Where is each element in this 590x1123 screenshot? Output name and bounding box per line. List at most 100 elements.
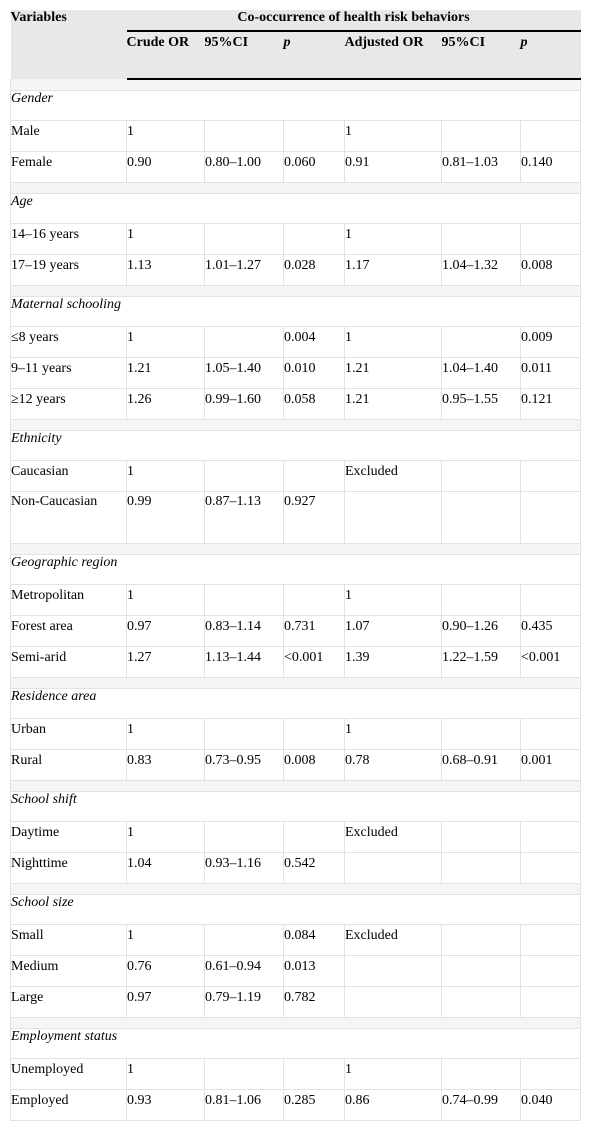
row-label: 9–11 years: [10, 357, 127, 389]
table-cell: [204, 821, 284, 853]
table-cell: 1: [126, 460, 205, 492]
table-cell: [283, 460, 345, 492]
table-cell: [441, 955, 521, 987]
table-row: Unemployed 1 1: [10, 1058, 582, 1090]
row-label: ≤8 years: [10, 326, 127, 358]
table-cell: [519, 1058, 582, 1090]
table-cell: 0.78: [344, 749, 442, 781]
table-cell: 0.83: [126, 749, 205, 781]
table-cell: 0.001: [519, 749, 582, 781]
table-row: Caucasian 1 Excluded: [10, 460, 582, 492]
section-spacer: [9, 677, 582, 689]
table-cell: [283, 120, 345, 152]
table-cell: [519, 584, 582, 616]
section-title: Gender: [9, 90, 582, 121]
table-cell: 1: [126, 924, 205, 956]
section-spacer: [9, 543, 582, 555]
table-cell: 0.121: [519, 388, 582, 420]
row-label: Urban: [10, 718, 127, 750]
table-cell: 1.01–1.27: [204, 254, 284, 286]
table-row: Medium 0.76 0.61–0.94 0.013: [10, 955, 582, 987]
table-cell: [344, 852, 442, 884]
table-cell: 0.97: [126, 615, 205, 647]
section-spacer: [9, 1017, 582, 1029]
table-cell: [204, 1058, 284, 1090]
table-cell: 1.04–1.40: [441, 357, 521, 389]
table-cell: 1.13–1.44: [204, 646, 284, 678]
section-header-row: Employment status: [9, 1028, 582, 1059]
section-title: School size: [9, 894, 582, 925]
row-label: Male: [10, 120, 127, 152]
table-row: 14–16 years 1 1: [10, 223, 582, 255]
table-cell: 0.93: [126, 1089, 205, 1121]
section-spacer: [9, 780, 582, 792]
row-label: Caucasian: [10, 460, 127, 492]
crude-or-header: Crude OR: [126, 31, 205, 80]
table-cell: 1: [344, 120, 442, 152]
table-cell: 0.79–1.19: [204, 986, 284, 1018]
table-cell: 1: [344, 223, 442, 255]
row-label: Large: [10, 986, 127, 1018]
table-cell: 1: [126, 584, 205, 616]
table-cell: 0.97: [126, 986, 205, 1018]
table-cell: 0.011: [519, 357, 582, 389]
table-cell: 0.028: [283, 254, 345, 286]
table-cell: 0.013: [283, 955, 345, 987]
table-cell: 0.435: [519, 615, 582, 647]
table-cell: [283, 1058, 345, 1090]
row-label: Small: [10, 924, 127, 956]
table-cell: 1.13: [126, 254, 205, 286]
results-table: Variables Co-occurrence of health risk b…: [9, 10, 582, 1121]
table-row: 9–11 years 1.21 1.05–1.40 0.010 1.21 1.04–1.4…: [10, 357, 582, 389]
table-cell: [441, 852, 521, 884]
table-cell: [441, 491, 521, 544]
table-cell: 0.040: [519, 1089, 582, 1121]
table-cell: 1: [126, 120, 205, 152]
table-cell: 0.010: [283, 357, 345, 389]
table-cell: 0.009: [519, 326, 582, 358]
table-cell: 0.008: [519, 254, 582, 286]
adjusted-or-header: Adjusted OR: [344, 31, 442, 80]
p-header: p: [283, 31, 345, 80]
row-label: Forest area: [10, 615, 127, 647]
table-cell: [283, 223, 345, 255]
table-cell: 1.21: [126, 357, 205, 389]
section-header-row: School shift: [9, 791, 582, 822]
table-row: 17–19 years 1.13 1.01–1.27 0.028 1.17 1.04–1.…: [10, 254, 582, 286]
table-cell: 0.004: [283, 326, 345, 358]
table-cell: 0.90: [126, 151, 205, 183]
table-cell: 1.22–1.59: [441, 646, 521, 678]
table-cell: 0.90–1.26: [441, 615, 521, 647]
table-cell: 0.83–1.14: [204, 615, 284, 647]
table-cell: [441, 326, 521, 358]
section-header-row: Ethnicity: [9, 430, 582, 461]
row-label: Employed: [10, 1089, 127, 1121]
table-cell: [204, 924, 284, 956]
table-cell: [204, 326, 284, 358]
table-cell: 0.285: [283, 1089, 345, 1121]
table-cell: 0.731: [283, 615, 345, 647]
row-label: Rural: [10, 749, 127, 781]
table-row: Nighttime 1.04 0.93–1.16 0.542: [10, 852, 582, 884]
row-label: 14–16 years: [10, 223, 127, 255]
table-cell: 1.17: [344, 254, 442, 286]
table-cell: 0.74–0.99: [441, 1089, 521, 1121]
table-cell: Excluded: [344, 924, 442, 956]
table-row: Metropolitan 1 1: [10, 584, 582, 616]
table-cell: [519, 460, 582, 492]
section-header-row: Residence area: [9, 688, 582, 719]
table-row: Employed 0.93 0.81–1.06 0.285 0.86 0.74–0.99 0…: [10, 1089, 582, 1121]
table-row: Semi-arid 1.27 1.13–1.44 <0.001 1.39 1.22–1.5…: [10, 646, 582, 678]
table-body: Gender Male 1 1 Female 0.90 0.80–1.00 0.060 0.91…: [9, 79, 582, 1121]
table-row: Rural 0.83 0.73–0.95 0.008 0.78 0.68–0.91 0.00…: [10, 749, 582, 781]
section-header-row: School size: [9, 894, 582, 925]
table-row: Male 1 1: [10, 120, 582, 152]
table-cell: [441, 120, 521, 152]
table-cell: 0.61–0.94: [204, 955, 284, 987]
section-title: Ethnicity: [9, 430, 582, 461]
row-label: Medium: [10, 955, 127, 987]
variables-header: Variables: [10, 10, 127, 79]
table-cell: 0.87–1.13: [204, 491, 284, 544]
table-cell: Excluded: [344, 821, 442, 853]
table-cell: 1: [126, 821, 205, 853]
